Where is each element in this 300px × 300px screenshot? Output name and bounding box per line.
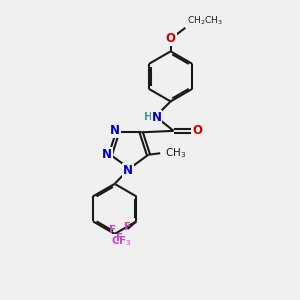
Text: O: O (166, 32, 176, 46)
Text: N: N (110, 124, 120, 137)
Text: N: N (123, 164, 133, 177)
Text: F: F (116, 233, 123, 243)
Text: N: N (102, 148, 112, 161)
Text: H: H (144, 112, 152, 122)
Text: CH$_2$CH$_3$: CH$_2$CH$_3$ (187, 15, 223, 27)
Text: F: F (124, 222, 131, 232)
Text: O: O (192, 124, 202, 137)
Text: F: F (109, 225, 116, 235)
Text: N: N (152, 110, 162, 124)
Text: CF$_3$: CF$_3$ (111, 234, 132, 248)
Text: CH$_3$: CH$_3$ (165, 146, 186, 160)
